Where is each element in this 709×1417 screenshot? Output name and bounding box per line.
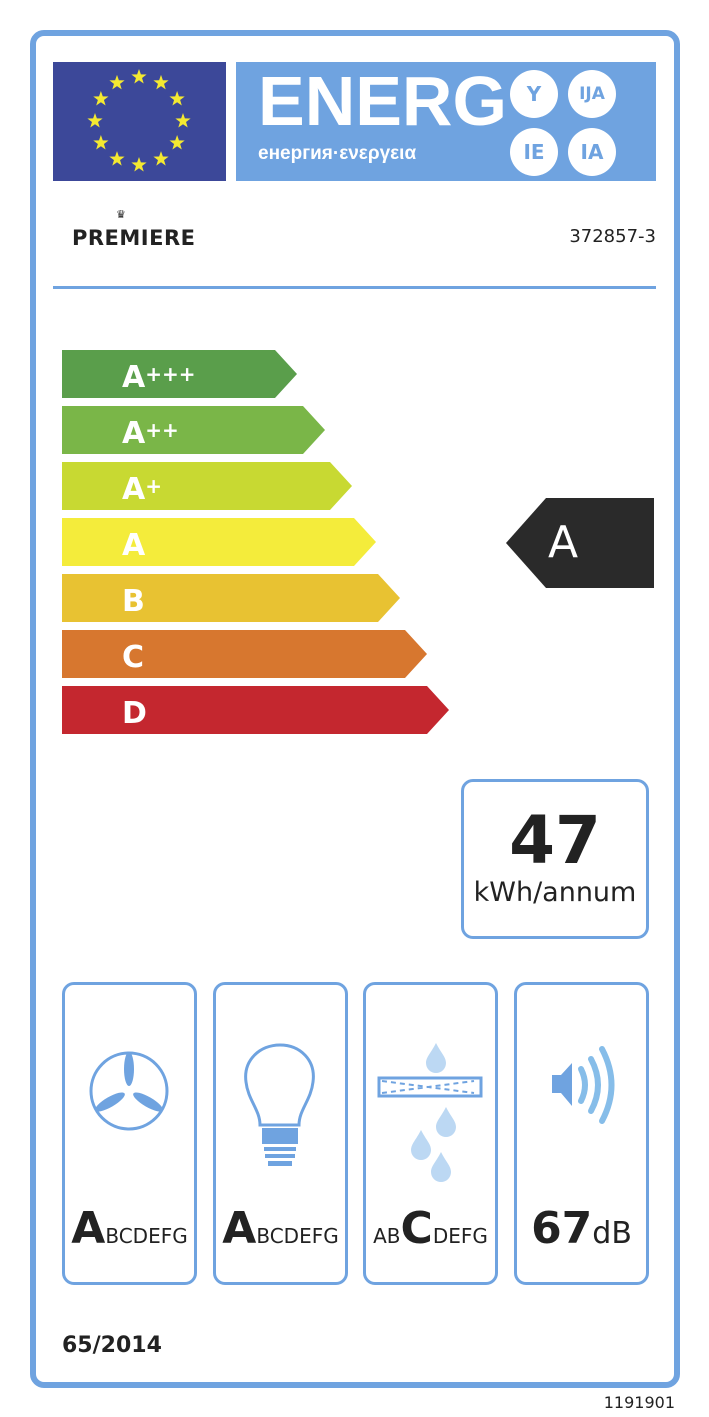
regulation-number: 65/2014 xyxy=(62,1333,162,1358)
star-icon xyxy=(169,91,185,106)
efficiency-bar-appp: A+++ xyxy=(62,350,297,398)
star-icon xyxy=(109,74,125,90)
star-icon xyxy=(175,113,191,128)
eu-flag xyxy=(53,62,226,181)
consumption-box: 47 kWh/annum xyxy=(461,779,649,939)
eu-stars-icon xyxy=(87,69,191,172)
speaker-icon xyxy=(552,1046,615,1124)
star-icon xyxy=(93,91,109,106)
crown-icon: ♛ xyxy=(116,208,127,221)
consumption-unit: kWh/annum xyxy=(473,877,637,908)
star-icon xyxy=(131,157,147,172)
star-icon xyxy=(153,74,169,90)
light-bulb-icon xyxy=(244,1043,315,1166)
bar-label: C xyxy=(122,640,145,675)
bar-label: A++ xyxy=(122,416,179,451)
suffix-ia: IA xyxy=(568,128,616,176)
efficiency-bar-b: B xyxy=(62,574,400,622)
efficiency-bar-d: D xyxy=(62,686,449,734)
fan-class: ABCDEFG xyxy=(71,1203,188,1254)
grease-filter-box: ABCDEFG xyxy=(363,982,498,1285)
noise-level: 67dB xyxy=(531,1203,632,1254)
star-icon xyxy=(131,69,147,84)
lighting-efficiency-box: ABCDEFG xyxy=(213,982,348,1285)
label-code: 1191901 xyxy=(603,1393,675,1412)
star-icon xyxy=(109,151,125,166)
efficiency-bar-ap: A+ xyxy=(62,462,352,510)
fan-efficiency-box: ABCDEFG xyxy=(62,982,197,1285)
consumption-value: 47 xyxy=(509,802,601,879)
bar-label: A xyxy=(122,528,146,563)
brand-name: PREMIERE xyxy=(72,226,196,250)
noise-box: 67dB xyxy=(514,982,649,1285)
star-icon xyxy=(169,135,185,150)
bar-label: B xyxy=(122,584,145,619)
fan-icon xyxy=(89,1051,169,1131)
efficiency-bar-a: A xyxy=(62,518,376,566)
label-frame xyxy=(30,30,680,1388)
star-icon xyxy=(93,135,109,150)
efficiency-bar-app: A++ xyxy=(62,406,325,454)
energy-title: ENERG xyxy=(258,62,507,140)
energy-header: ENERG енергия·ενεργεια Y IJA IE IA xyxy=(236,62,656,181)
rating-value: A xyxy=(548,517,579,568)
bar-label: A+ xyxy=(122,472,162,507)
suffix-y: Y xyxy=(510,70,558,118)
star-icon xyxy=(87,113,103,128)
suffix-ija: IJA xyxy=(568,70,616,118)
divider xyxy=(53,286,656,289)
model-number: 372857-3 xyxy=(569,226,656,247)
suffix-ie: IE xyxy=(510,128,558,176)
brand-logo: ♛ PREMIERE xyxy=(72,209,196,251)
efficiency-bar-c: C xyxy=(62,630,427,678)
grease-filter-icon xyxy=(377,1043,483,1182)
bar-label: D xyxy=(122,696,147,731)
bar-label: A+++ xyxy=(122,360,196,395)
grease-filter-class: ABCDEFG xyxy=(373,1203,488,1254)
lighting-class: ABCDEFG xyxy=(222,1203,339,1254)
star-icon xyxy=(153,151,169,166)
energy-subtitle: енергия·ενεργεια xyxy=(258,143,417,164)
